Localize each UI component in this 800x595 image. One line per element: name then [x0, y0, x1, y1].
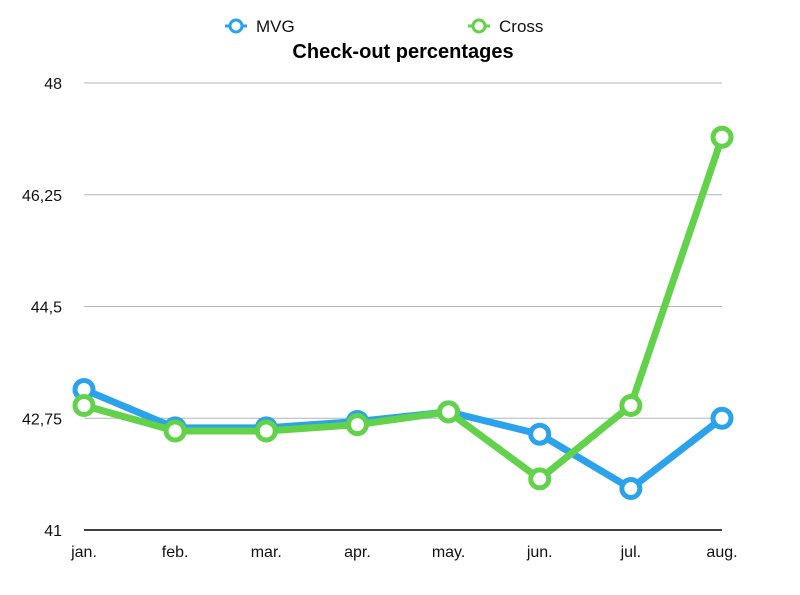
y-tick-label: 42,75	[22, 411, 62, 428]
legend-label: MVG	[256, 17, 295, 36]
y-tick-label: 41	[44, 523, 62, 540]
data-point	[619, 393, 643, 417]
data-point	[528, 422, 552, 446]
series-cross	[72, 125, 734, 491]
data-point	[619, 476, 643, 500]
data-point	[72, 393, 96, 417]
legend-item-mvg: MVG	[225, 17, 295, 36]
x-tick-label: mar.	[251, 544, 282, 561]
series-line	[80, 133, 726, 483]
data-point	[710, 125, 734, 149]
gridlines	[84, 82, 722, 531]
legend-swatch-marker	[228, 18, 244, 34]
data-point	[163, 419, 187, 443]
legend-label: Cross	[499, 17, 543, 36]
x-axis: jan. feb. mar. apr. may. jun. jul. aug.	[70, 544, 737, 561]
y-axis: 41 42,75 44,5 46,25 48	[22, 76, 62, 540]
data-point	[710, 406, 734, 430]
legend-swatch-marker	[471, 18, 487, 34]
x-tick-label: apr.	[344, 544, 371, 561]
x-tick-label: aug.	[706, 544, 737, 561]
data-point	[345, 413, 369, 437]
x-tick-label: jan.	[70, 544, 97, 561]
x-tick-label: may.	[432, 544, 465, 561]
chart-title: Check-out percentages	[292, 41, 513, 63]
x-tick-label: jun.	[526, 544, 553, 561]
legend: MVG Cross	[225, 17, 543, 36]
x-tick-label: feb.	[162, 544, 189, 561]
y-tick-label: 44,5	[31, 300, 62, 317]
series-group	[72, 125, 734, 500]
data-point	[254, 419, 278, 443]
data-point	[437, 400, 461, 424]
legend-item-cross: Cross	[468, 17, 543, 36]
x-tick-label: jul.	[620, 544, 641, 561]
y-tick-label: 46,25	[22, 188, 62, 205]
data-point	[528, 467, 552, 491]
y-tick-label: 48	[44, 76, 62, 93]
